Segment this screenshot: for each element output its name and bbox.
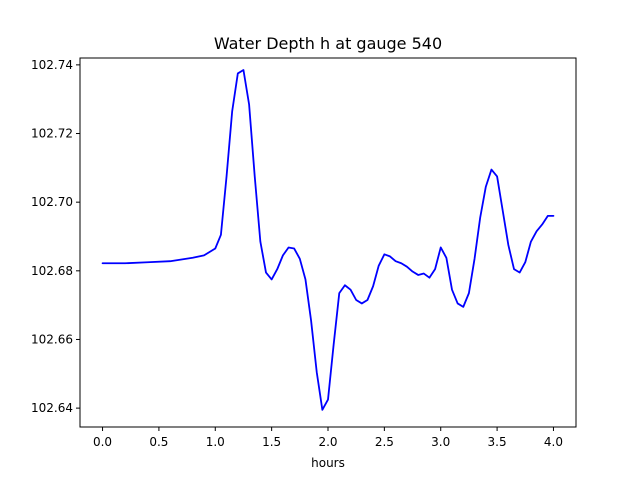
x-tick-label: 1.5 (262, 435, 281, 449)
y-axis: 102.64 102.66 102.68 102.70 102.72 102.74 (31, 58, 80, 415)
y-tick-label: 102.64 (31, 401, 73, 415)
y-tick-label: 102.74 (31, 58, 73, 72)
series-line-water-depth (101, 69, 555, 411)
x-tick-label: 3.0 (431, 435, 450, 449)
x-tick-label: 4.0 (544, 435, 563, 449)
y-tick-label: 102.66 (31, 332, 73, 346)
y-tick-label: 102.72 (31, 127, 73, 141)
x-axis: 0.0 0.5 1.0 1.5 2.0 2.5 3.0 3.5 4.0 (93, 427, 563, 449)
plot-area (101, 69, 555, 411)
x-tick-label: 2.0 (318, 435, 337, 449)
x-axis-label: hours (311, 456, 345, 470)
x-tick-label: 3.5 (488, 435, 507, 449)
chart-title: Water Depth h at gauge 540 (214, 34, 442, 53)
x-tick-label: 0.0 (93, 435, 112, 449)
y-tick-label: 102.68 (31, 264, 73, 278)
x-tick-label: 2.5 (375, 435, 394, 449)
y-tick-label: 102.70 (31, 195, 73, 209)
x-tick-label: 0.5 (149, 435, 168, 449)
x-tick-label: 1.0 (206, 435, 225, 449)
